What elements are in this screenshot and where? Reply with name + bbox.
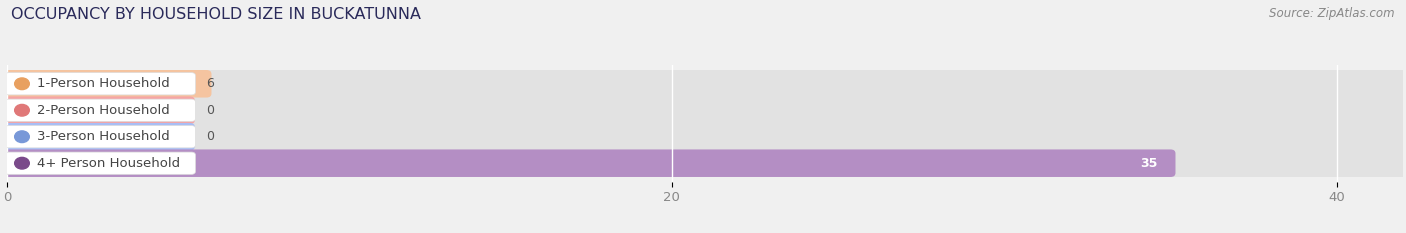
FancyBboxPatch shape [1, 70, 211, 98]
FancyBboxPatch shape [1, 70, 1406, 98]
Text: OCCUPANCY BY HOUSEHOLD SIZE IN BUCKATUNNA: OCCUPANCY BY HOUSEHOLD SIZE IN BUCKATUNN… [11, 7, 422, 22]
Text: 3-Person Household: 3-Person Household [37, 130, 170, 143]
Text: 6: 6 [207, 77, 214, 90]
FancyBboxPatch shape [1, 149, 1175, 177]
FancyBboxPatch shape [4, 99, 195, 121]
FancyBboxPatch shape [4, 152, 195, 174]
Text: 1-Person Household: 1-Person Household [37, 77, 170, 90]
Text: 2-Person Household: 2-Person Household [37, 104, 170, 117]
FancyBboxPatch shape [1, 123, 1406, 151]
Text: 4+ Person Household: 4+ Person Household [37, 157, 180, 170]
Circle shape [14, 78, 30, 90]
Text: 0: 0 [207, 104, 215, 117]
Text: Source: ZipAtlas.com: Source: ZipAtlas.com [1270, 7, 1395, 20]
Circle shape [14, 131, 30, 143]
FancyBboxPatch shape [1, 149, 1406, 177]
FancyBboxPatch shape [4, 73, 195, 95]
Text: 35: 35 [1140, 157, 1157, 170]
Circle shape [14, 104, 30, 116]
Text: 0: 0 [207, 130, 215, 143]
FancyBboxPatch shape [4, 126, 195, 148]
FancyBboxPatch shape [1, 96, 1406, 124]
Circle shape [14, 157, 30, 169]
FancyBboxPatch shape [1, 96, 195, 124]
FancyBboxPatch shape [1, 123, 195, 151]
